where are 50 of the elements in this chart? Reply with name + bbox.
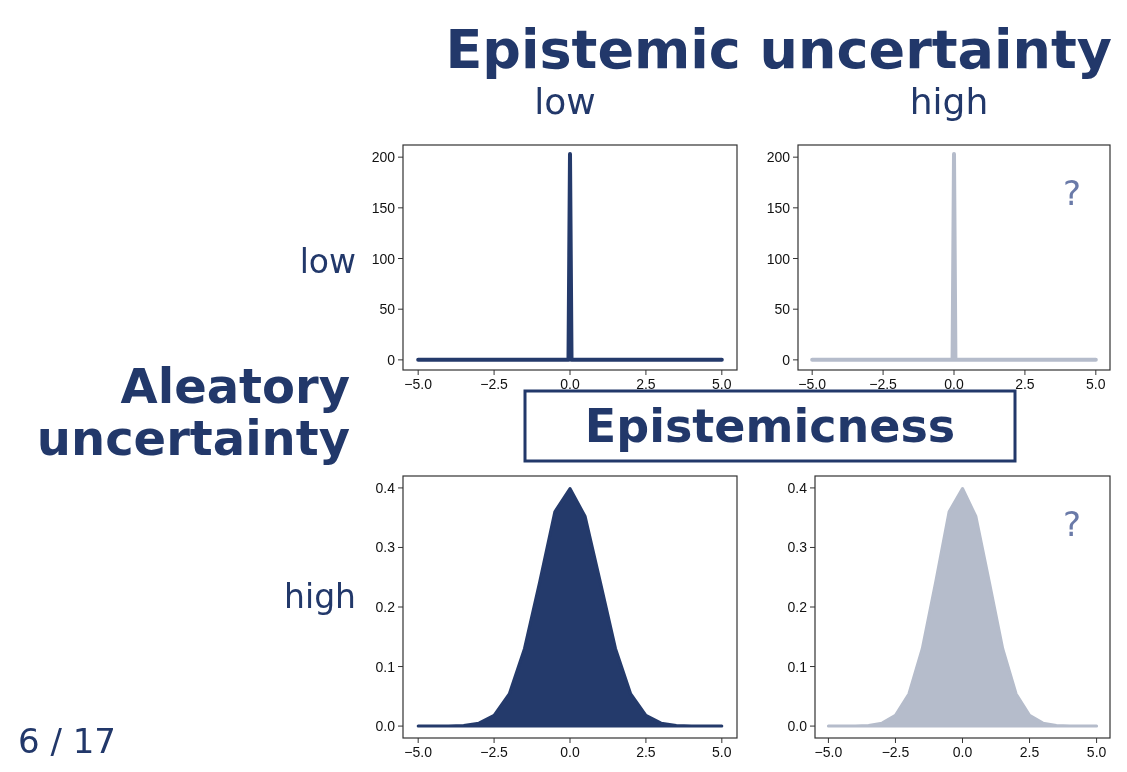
x-tick-label: 5.0 bbox=[712, 376, 732, 392]
x-tick-label: 5.0 bbox=[1086, 744, 1107, 760]
x-tick-label: 2.5 bbox=[1015, 376, 1035, 392]
x-tick-label: 5.0 bbox=[712, 744, 732, 760]
x-tick-label: 2.5 bbox=[1019, 744, 1040, 760]
y-tick-label: 0 bbox=[782, 351, 791, 368]
x-tick-label: 0.0 bbox=[944, 376, 964, 392]
x-tick-label: 0.0 bbox=[560, 376, 580, 392]
x-tick-label: 2.5 bbox=[636, 376, 656, 392]
annotation: ? bbox=[1062, 504, 1082, 544]
y-tick-label: 150 bbox=[766, 199, 791, 216]
text: Aleatory uncertainty bbox=[36, 358, 350, 466]
y-tick-label: 0.2 bbox=[787, 599, 808, 615]
y-tick-label: 50 bbox=[774, 301, 791, 318]
text: Epistemicness bbox=[584, 399, 956, 453]
y-tick-label: 0.3 bbox=[375, 539, 396, 556]
x-tick-label: 2.5 bbox=[636, 744, 656, 760]
y-tick-label: 0 bbox=[387, 351, 396, 368]
y-tick-label: 0.1 bbox=[375, 658, 396, 675]
x-tick-label: −5.0 bbox=[798, 376, 827, 392]
chart-title: low bbox=[534, 81, 596, 122]
x-tick-label: −5.0 bbox=[404, 376, 433, 392]
y-tick-label: 150 bbox=[371, 199, 396, 216]
y-tick-label: 0.3 bbox=[787, 539, 808, 556]
text: Epistemic uncertainty bbox=[445, 18, 1112, 81]
y-axis-title: high bbox=[284, 577, 356, 616]
y-tick-label: 100 bbox=[371, 250, 396, 267]
y-tick-label: 0.1 bbox=[787, 658, 808, 675]
x-tick-label: −2.5 bbox=[480, 744, 509, 760]
x-tick-label: −2.5 bbox=[480, 376, 509, 392]
y-tick-label: 0.0 bbox=[787, 718, 808, 735]
y-tick-label: 0.4 bbox=[787, 479, 808, 496]
x-tick-label: −2.5 bbox=[881, 744, 910, 760]
y-tick-label: 0.4 bbox=[375, 479, 396, 496]
x-tick-label: −2.5 bbox=[869, 376, 898, 392]
annotation: ? bbox=[1062, 173, 1082, 213]
y-tick-label: 50 bbox=[379, 301, 396, 318]
y-tick-label: 0.0 bbox=[375, 718, 396, 735]
y-tick-label: 200 bbox=[371, 149, 396, 166]
y-axis-title: low bbox=[299, 242, 356, 281]
y-tick-label: 0.2 bbox=[375, 599, 396, 615]
x-tick-label: −5.0 bbox=[404, 744, 433, 760]
x-tick-label: 0.0 bbox=[952, 744, 973, 760]
x-tick-label: −5.0 bbox=[814, 744, 843, 760]
chart-title: high bbox=[909, 81, 989, 122]
x-tick-label: 5.0 bbox=[1086, 376, 1106, 392]
x-tick-label: 0.0 bbox=[560, 744, 580, 760]
text: 6 / 17 bbox=[18, 721, 116, 761]
y-tick-label: 100 bbox=[766, 250, 791, 267]
y-tick-label: 200 bbox=[766, 149, 791, 166]
